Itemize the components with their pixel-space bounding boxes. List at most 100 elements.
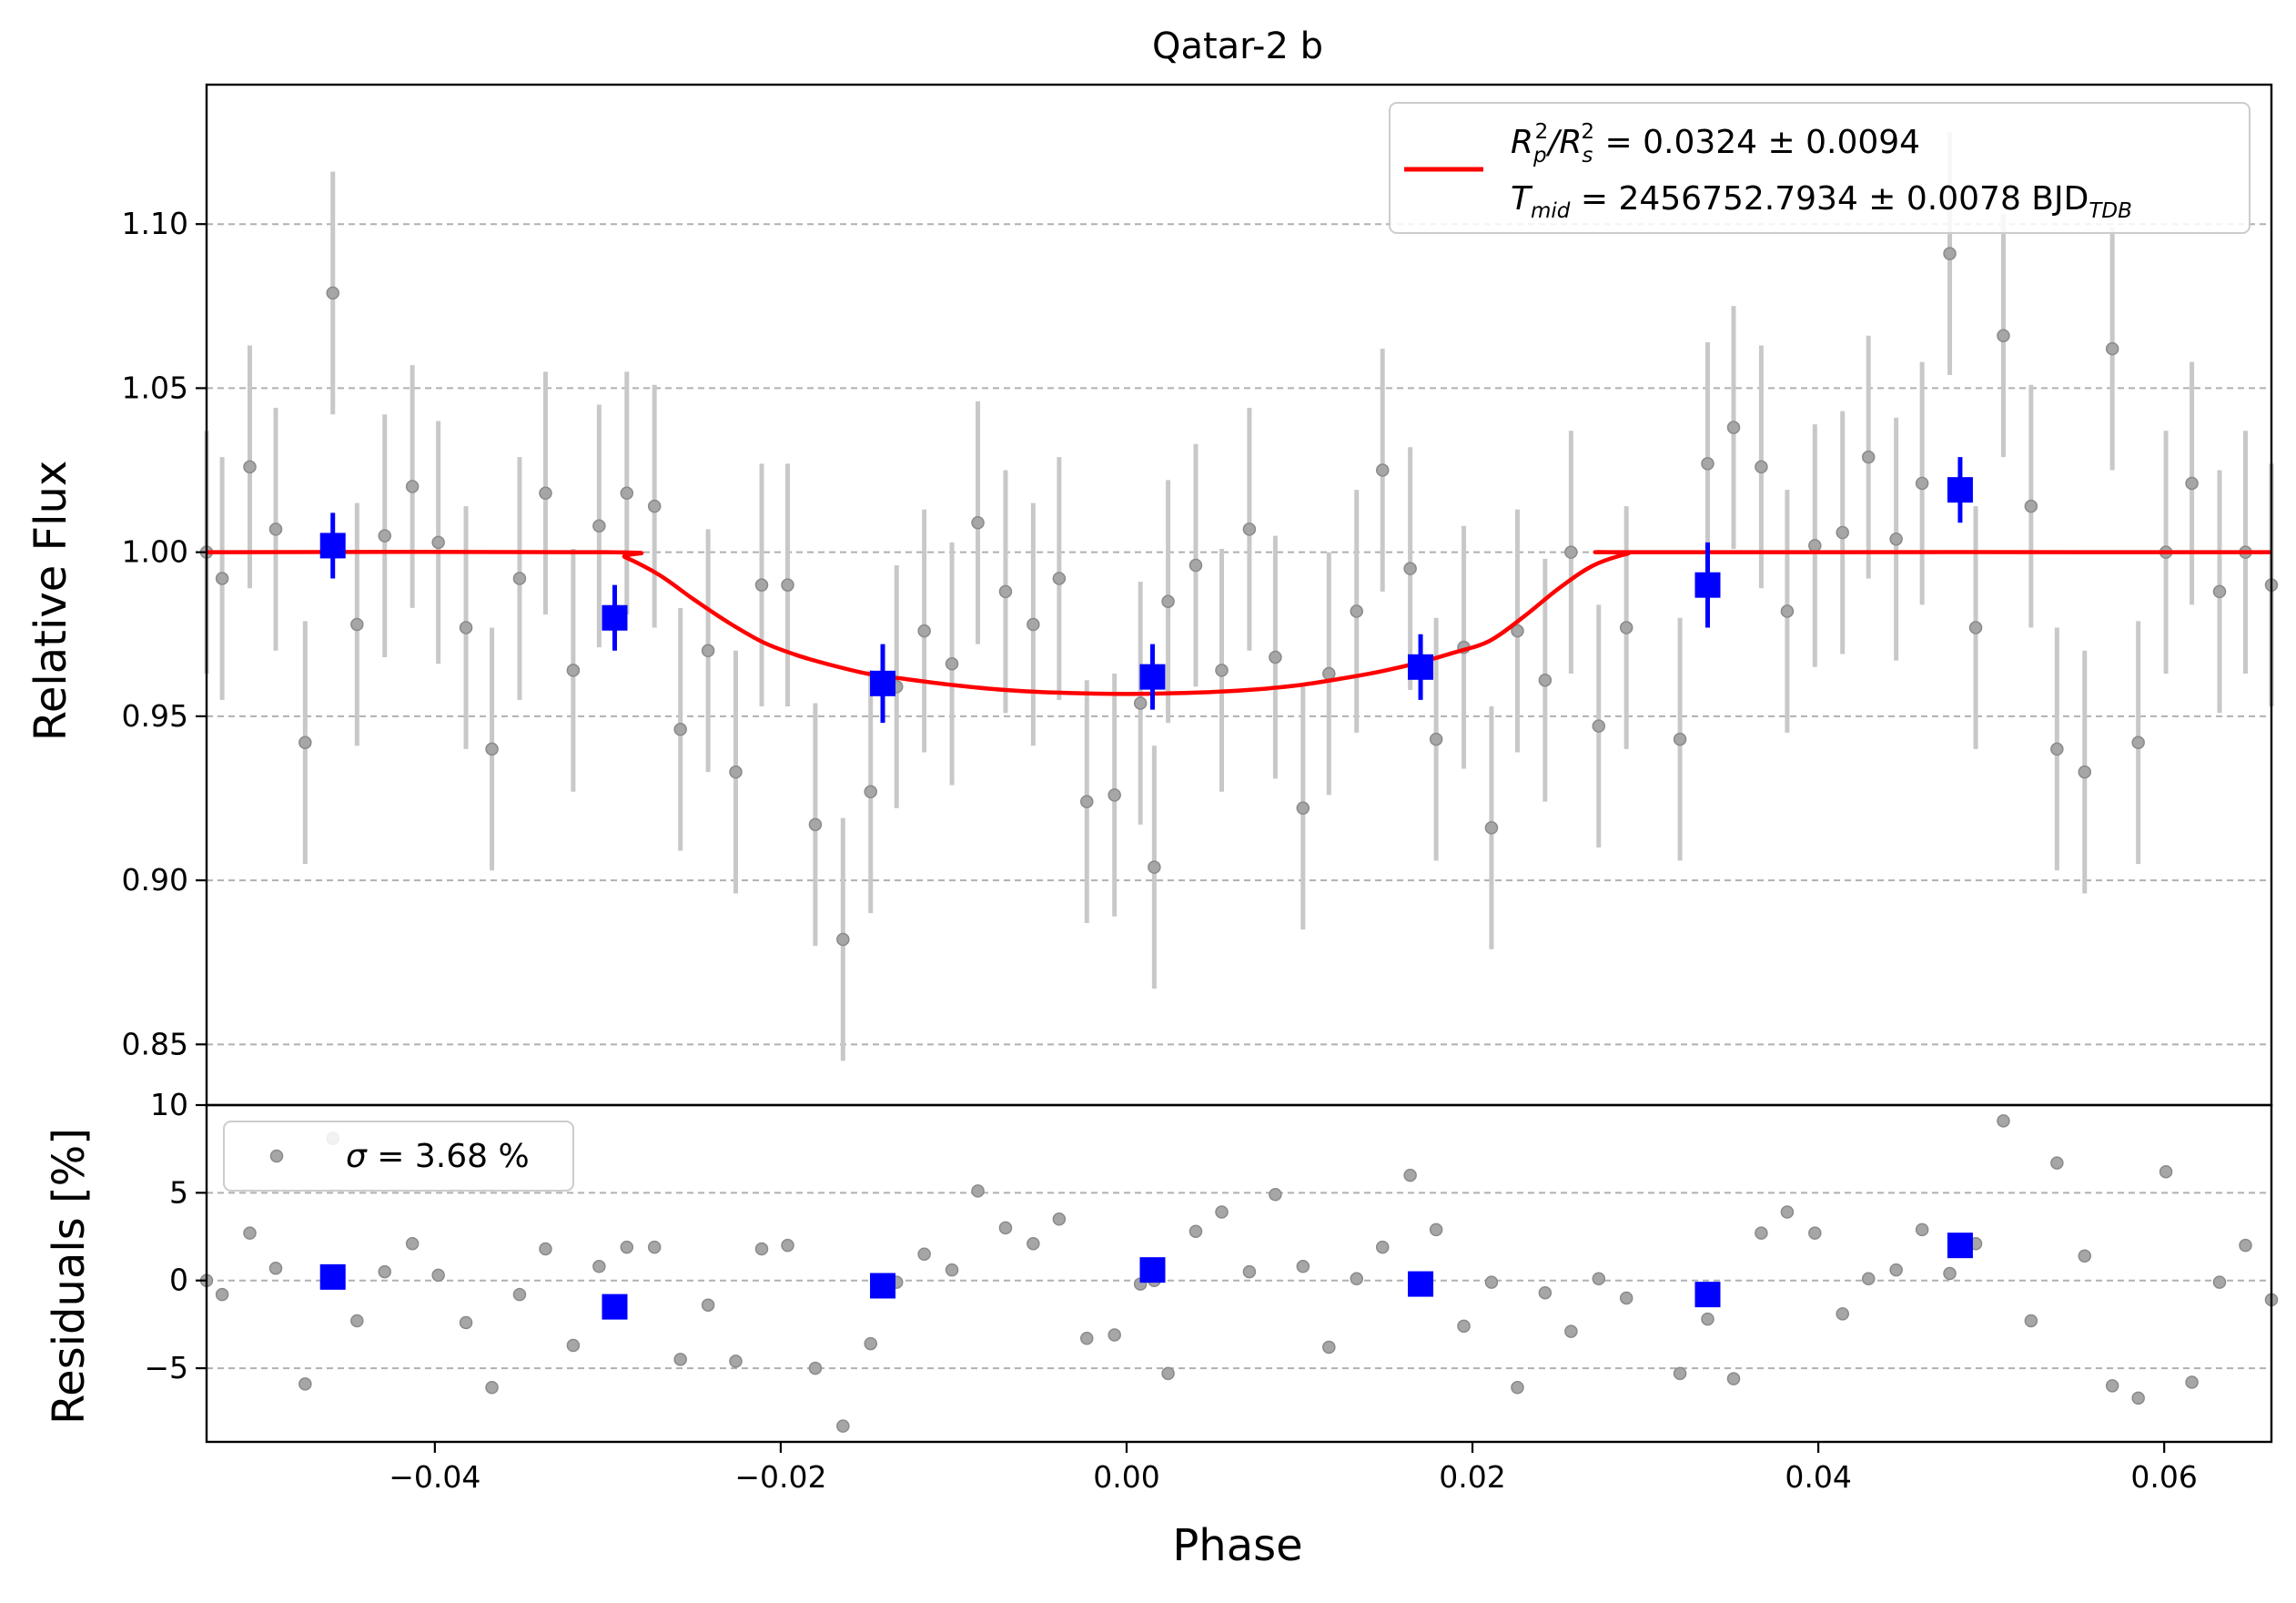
residual-point — [1564, 1324, 1578, 1338]
residual-point — [298, 1377, 312, 1391]
residual-point — [350, 1314, 364, 1328]
binned-residual-points — [319, 1233, 1973, 1320]
data-point — [1429, 732, 1443, 746]
residual-point — [2131, 1391, 2145, 1405]
data-point — [268, 522, 283, 536]
data-point — [2105, 341, 2119, 356]
residuals-y-axis-label: Residuals [%] — [44, 1128, 95, 1425]
residual-point — [808, 1361, 823, 1375]
data-point — [1673, 732, 1687, 746]
residual-point — [917, 1247, 931, 1262]
residual-point — [1943, 1266, 1957, 1281]
data-point — [1726, 421, 1741, 434]
residual-point — [1484, 1275, 1499, 1289]
residual-point — [2105, 1379, 2119, 1393]
transit-panel: 0.85 0.90 0.95 1.00 1.05 1.10 Relative Flux R… — [25, 83, 2279, 1107]
residual-point — [215, 1287, 229, 1302]
data-point — [1538, 673, 1553, 687]
residual-point — [781, 1238, 794, 1253]
residual-point — [754, 1242, 769, 1256]
residual-point — [1350, 1272, 1363, 1286]
data-point — [673, 723, 687, 736]
binned-point — [602, 604, 628, 631]
x-tick-label: 0.02 — [1439, 1459, 1505, 1495]
residual-point — [1296, 1260, 1310, 1273]
binned-residual-point — [319, 1263, 346, 1290]
binned-residual-point — [602, 1294, 628, 1320]
data-point — [350, 617, 364, 632]
data-point — [1943, 247, 1957, 260]
binned-point — [1947, 477, 1973, 503]
residual-point — [1027, 1236, 1040, 1251]
residual-point — [1592, 1272, 1606, 1286]
data-point — [2078, 765, 2092, 779]
data-point — [378, 529, 391, 543]
data-point — [459, 621, 473, 634]
data-point — [620, 486, 634, 501]
residual-point — [1403, 1168, 1417, 1182]
x-tick-label: 0.00 — [1093, 1459, 1159, 1495]
y-tick-label: 0 — [169, 1263, 188, 1298]
x-ticks: −0.04 −0.02 0.00 0.02 0.04 0.06 — [389, 1442, 2198, 1495]
residual-point — [673, 1353, 687, 1366]
legend-box — [223, 1121, 574, 1192]
residual-point — [1242, 1264, 1257, 1279]
data-point — [405, 480, 420, 493]
residual-point — [1269, 1188, 1282, 1202]
residual-point — [1457, 1319, 1471, 1334]
residual-point — [268, 1261, 283, 1275]
residual-point — [459, 1315, 473, 1330]
x-tick-label: 0.04 — [1785, 1459, 1851, 1495]
binned-point — [319, 533, 346, 559]
transit-legend: Rp2/Rs2 = 0.0324 ± 0.0094 Tmid = 2456752… — [1389, 102, 2250, 234]
residual-point — [1619, 1291, 1633, 1305]
data-point — [431, 535, 445, 550]
data-point — [647, 499, 662, 513]
binned-residual-point — [870, 1273, 896, 1299]
binned-point — [1408, 654, 1434, 680]
data-point — [971, 515, 985, 530]
residual-point — [431, 1268, 445, 1283]
data-point — [945, 656, 959, 671]
data-point — [2185, 476, 2199, 491]
data-point — [2212, 584, 2227, 599]
data-point — [1484, 821, 1499, 835]
residual-point — [1375, 1240, 1390, 1254]
residual-point — [1322, 1340, 1336, 1354]
data-point — [1242, 522, 1257, 536]
residual-y-ticks: −5 0 5 10 — [144, 1087, 207, 1385]
residual-point — [2159, 1164, 2173, 1179]
data-point — [1375, 463, 1390, 477]
y-axis-label: Relative Flux — [25, 461, 76, 742]
data-point — [1403, 562, 1417, 575]
residual-point — [592, 1260, 606, 1273]
data-point — [2131, 736, 2145, 749]
residual-point — [243, 1226, 257, 1240]
data-point — [243, 460, 257, 474]
y-tick-label: 1.05 — [122, 370, 188, 405]
data-point — [864, 785, 877, 799]
data-point — [1148, 860, 1161, 874]
data-point — [485, 742, 499, 756]
residual-point — [539, 1242, 552, 1256]
residual-point — [998, 1221, 1013, 1235]
residual-point — [647, 1240, 662, 1254]
residual-point — [1161, 1366, 1175, 1381]
residual-point — [378, 1264, 391, 1279]
x-tick-label: 0.06 — [2130, 1459, 2197, 1495]
residual-point — [945, 1263, 959, 1277]
data-point — [1968, 621, 1983, 634]
transit-y-ticks: 0.85 0.90 0.95 1.00 1.05 1.10 — [122, 206, 207, 1061]
legend-marker — [269, 1149, 284, 1163]
y-tick-label: 0.95 — [122, 698, 188, 734]
residual-point — [2212, 1275, 2227, 1289]
residual-point — [729, 1354, 743, 1368]
data-point — [998, 584, 1013, 599]
y-tick-label: 0.90 — [122, 862, 188, 898]
residual-point — [1726, 1372, 1741, 1385]
binned-residual-point — [1408, 1271, 1434, 1297]
x-axis-label: Phase — [1172, 1520, 1302, 1571]
residual-point — [1108, 1328, 1121, 1342]
legend-rprs-text: Rp2/Rs2 = 0.0324 ± 0.0094 — [1511, 120, 1920, 167]
